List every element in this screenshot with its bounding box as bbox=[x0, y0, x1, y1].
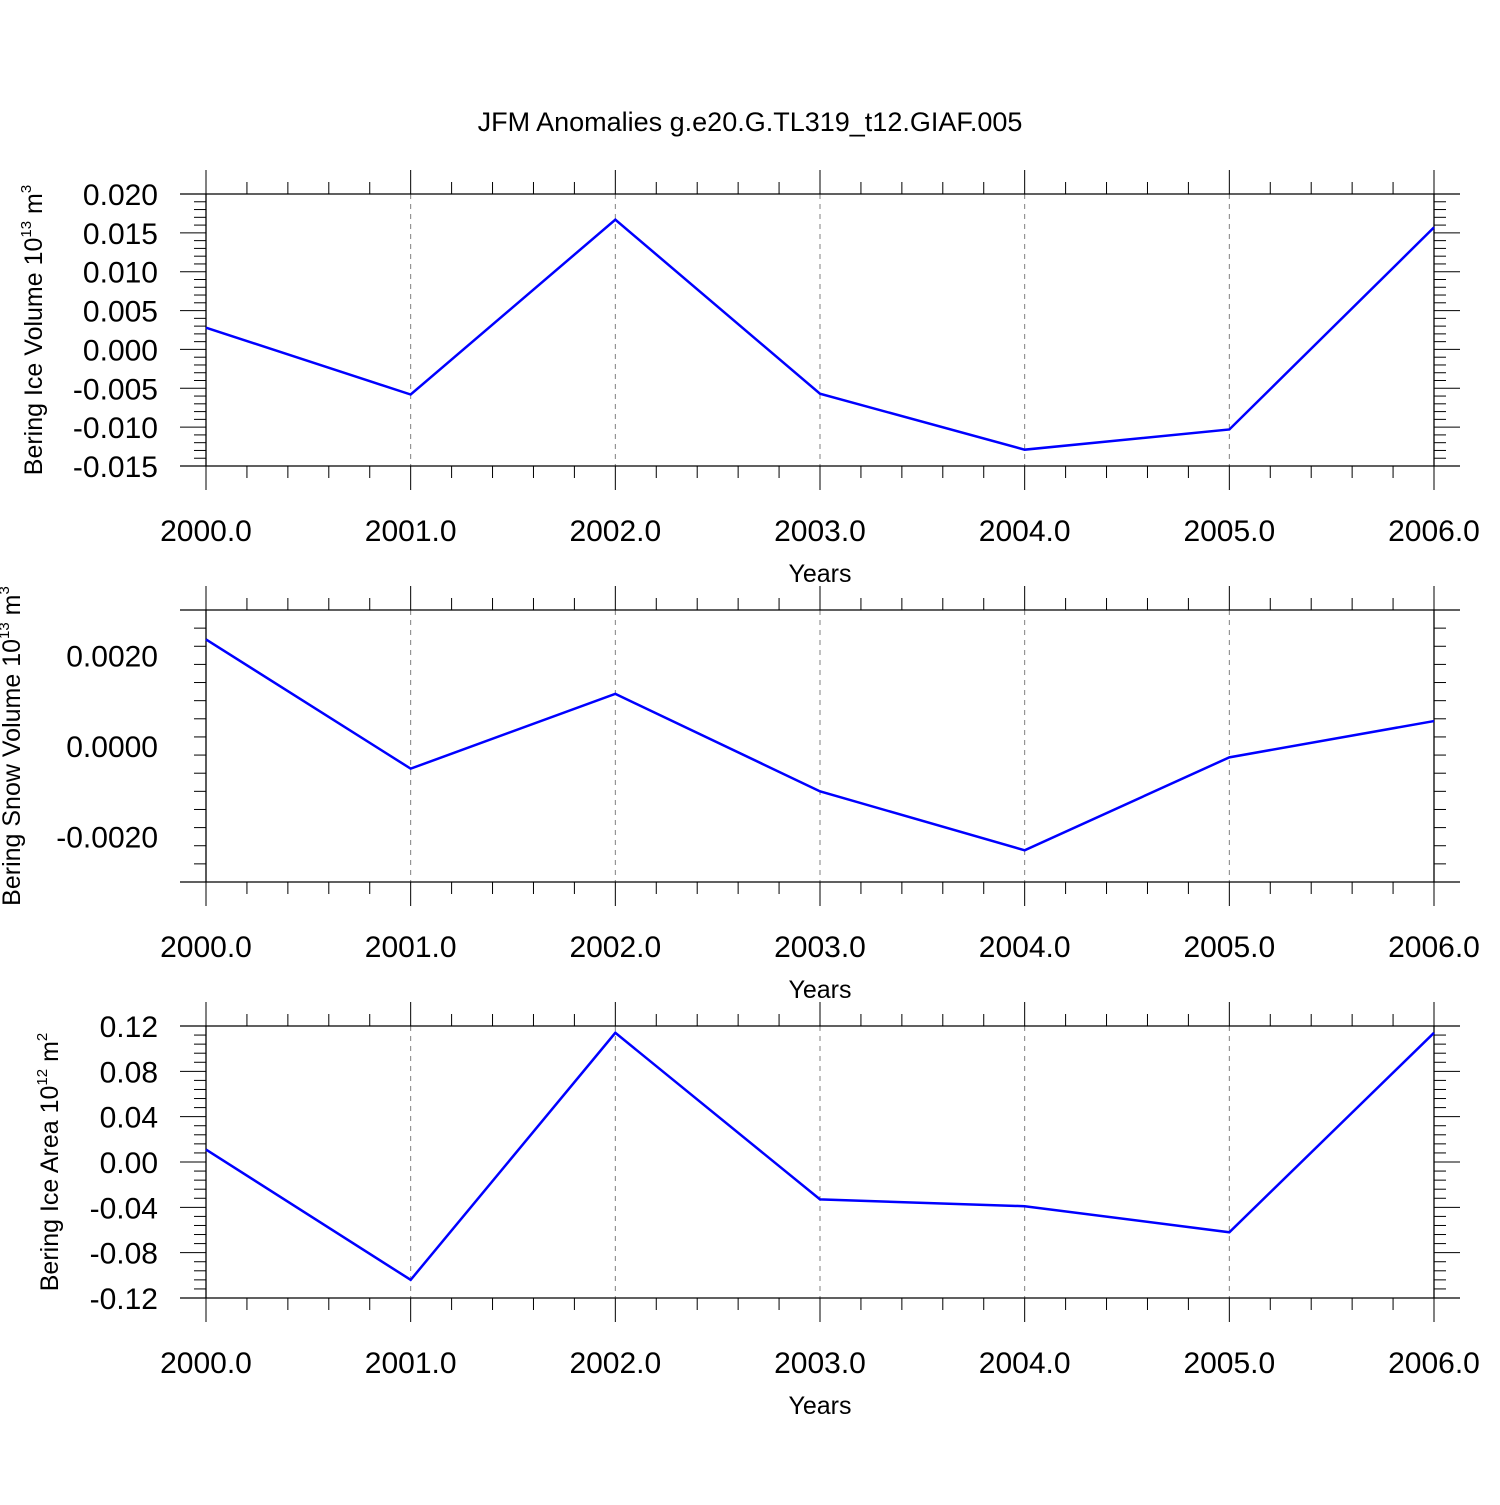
chart-panel-2: 2000.0 2001.0 2002.0 2003.0 2004.0 2005.0 2006… bbox=[0, 586, 1480, 1004]
y-axis-title: Bering Snow Volume 1013 m3 bbox=[0, 586, 26, 906]
x-tick-label: 2001.0 bbox=[365, 931, 457, 964]
y-tick-label: -0.12 bbox=[90, 1283, 158, 1316]
x-tick-label: 2005.0 bbox=[1183, 931, 1275, 964]
y-tick-label: 0.00 bbox=[100, 1147, 158, 1180]
x-axis-title: Years bbox=[788, 560, 851, 588]
chart-panel-3: 2000.0 2001.0 2002.0 2003.0 2004.0 2005.0 2006… bbox=[34, 1002, 1480, 1420]
x-tick-label: 2006.0 bbox=[1388, 1347, 1480, 1380]
x-axis-title: Years bbox=[788, 976, 851, 1004]
y-tick-label: -0.010 bbox=[73, 412, 158, 445]
y-axis-title-unit: m bbox=[36, 1041, 64, 1069]
x-tick-label: 2003.0 bbox=[774, 515, 866, 548]
y-tick-label: 0.015 bbox=[83, 218, 158, 251]
x-axis-title: Years bbox=[788, 1392, 851, 1420]
y-tick-label: 0.08 bbox=[100, 1056, 158, 1089]
y-axis-title-unit_exp: 3 bbox=[0, 586, 13, 594]
y-tick-label: 0.04 bbox=[100, 1102, 158, 1135]
y-axis-title: Bering Ice Volume 1013 m3 bbox=[18, 185, 48, 475]
x-tick-label: 2004.0 bbox=[979, 931, 1071, 964]
y-axis-title-unit: m bbox=[0, 595, 26, 623]
x-tick-label: 2005.0 bbox=[1183, 515, 1275, 548]
x-tick-label: 2005.0 bbox=[1183, 1347, 1275, 1380]
chart-title: JFM Anomalies g.e20.G.TL319_t12.GIAF.005 bbox=[478, 107, 1023, 137]
x-tick-label: 2001.0 bbox=[365, 515, 457, 548]
x-tick-label: 2006.0 bbox=[1388, 515, 1480, 548]
x-tick-label: 2003.0 bbox=[774, 931, 866, 964]
x-tick-label: 2003.0 bbox=[774, 1347, 866, 1380]
y-tick-label: -0.08 bbox=[90, 1238, 158, 1271]
y-axis-title-unit: m bbox=[20, 193, 48, 221]
y-axis-title-prefix: Bering Ice Volume 10 bbox=[20, 238, 48, 476]
x-tick-label: 2002.0 bbox=[569, 931, 661, 964]
y-axis-title-unit_exp: 3 bbox=[18, 185, 35, 193]
y-tick-label: -0.015 bbox=[73, 451, 158, 484]
chart-panel-1: 2000.0 2001.0 2002.0 2003.0 2004.0 2005.0 2006… bbox=[18, 170, 1480, 588]
x-tick-label: 2000.0 bbox=[160, 515, 252, 548]
x-tick-label: 2000.0 bbox=[160, 931, 252, 964]
y-axis-title: Bering Ice Area 1012 m2 bbox=[34, 1033, 64, 1292]
x-tick-label: 2002.0 bbox=[569, 515, 661, 548]
x-tick-label: 2002.0 bbox=[569, 1347, 661, 1380]
y-tick-label: 0.0000 bbox=[66, 731, 158, 764]
y-tick-label: -0.005 bbox=[73, 373, 158, 406]
y-tick-label: 0.005 bbox=[83, 296, 158, 329]
y-axis-title-exp: 12 bbox=[34, 1069, 51, 1086]
y-axis-title-exp: 13 bbox=[18, 221, 35, 238]
x-tick-label: 2001.0 bbox=[365, 1347, 457, 1380]
y-tick-label: 0.010 bbox=[83, 257, 158, 290]
y-axis-title-exp: 13 bbox=[0, 622, 13, 639]
y-axis-title-prefix: Bering Snow Volume 10 bbox=[0, 639, 26, 906]
y-tick-label: -0.04 bbox=[90, 1192, 158, 1225]
y-tick-label: 0.020 bbox=[83, 179, 158, 212]
y-axis-title-prefix: Bering Ice Area 10 bbox=[36, 1086, 64, 1292]
y-tick-label: 0.12 bbox=[100, 1011, 158, 1044]
y-tick-label: -0.0020 bbox=[56, 822, 158, 855]
x-tick-label: 2004.0 bbox=[979, 1347, 1071, 1380]
x-tick-label: 2004.0 bbox=[979, 515, 1071, 548]
x-tick-label: 2006.0 bbox=[1388, 931, 1480, 964]
y-axis-title-unit_exp: 2 bbox=[34, 1033, 51, 1041]
x-tick-label: 2000.0 bbox=[160, 1347, 252, 1380]
y-tick-label: 0.000 bbox=[83, 334, 158, 367]
y-tick-label: 0.0020 bbox=[66, 640, 158, 673]
panels: 2000.0 2001.0 2002.0 2003.0 2004.0 2005.0 2006… bbox=[0, 170, 1480, 1420]
